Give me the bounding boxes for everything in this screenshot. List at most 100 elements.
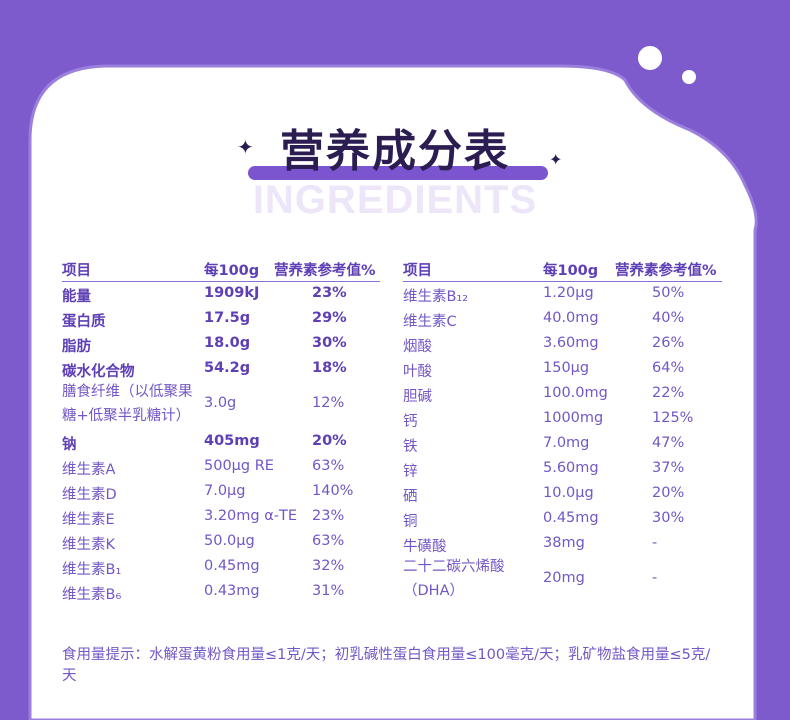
nutrition-table-right: 项目 每100g 营养素参考值% 维生素B₁₂ 1.20μg 50% 维生素C 40.0mg 4… <box>403 256 722 605</box>
nutrient-value: 18.0g <box>204 335 251 351</box>
nutrient-name: 铜 <box>403 514 418 530</box>
header-item: 项目 <box>403 263 432 279</box>
nutrient-name: 二十二碳六烯酸（DHA） <box>403 559 505 599</box>
nutrient-name: 维生素A <box>62 462 116 478</box>
table-row: 牛磺酸 38mg - <box>403 532 722 557</box>
nutrient-nrv: 140% <box>312 483 354 499</box>
table-row: 维生素B₁ 0.45mg 32% <box>62 555 380 580</box>
nutrient-value: 17.5g <box>204 310 251 326</box>
table-row: 锌 5.60mg 37% <box>403 457 722 482</box>
table-row: 维生素E 3.20mg α-TE 23% <box>62 505 380 530</box>
table-row: 铁 7.0mg 47% <box>403 432 722 457</box>
nutrient-name: 维生素B₆ <box>62 587 122 603</box>
nutrient-nrv: 63% <box>312 533 345 549</box>
bubble-decoration <box>638 46 662 70</box>
nutrient-nrv: 23% <box>312 508 345 524</box>
nutrient-name: 维生素E <box>62 512 115 528</box>
table-row: 钙 1000mg 125% <box>403 407 722 432</box>
table-row: 维生素B₆ 0.43mg 31% <box>62 580 380 605</box>
nutrient-value: 0.43mg <box>204 583 260 599</box>
table-row: 碳水化合物 54.2g 18% <box>62 357 380 382</box>
nutrient-name: 脂肪 <box>62 339 91 355</box>
nutrient-name: 烟酸 <box>403 339 432 355</box>
table-header: 项目 每100g 营养素参考值% <box>403 256 722 282</box>
table-row: 蛋白质 17.5g 29% <box>62 307 380 332</box>
nutrient-name: 膳食纤维（以低聚果糖+低聚半乳糖计） <box>62 384 193 424</box>
nutrient-nrv: 32% <box>312 558 345 574</box>
nutrient-value: 100.0mg <box>543 385 608 401</box>
nutrient-name: 钙 <box>403 414 418 430</box>
nutrient-nrv: 30% <box>312 335 347 351</box>
nutrient-nrv: 125% <box>652 410 694 426</box>
nutrient-nrv: 40% <box>652 310 685 326</box>
nutrient-nrv: 22% <box>652 385 685 401</box>
nutrient-nrv: 18% <box>312 360 347 376</box>
table-row: 胆碱 100.0mg 22% <box>403 382 722 407</box>
nutrient-value: 3.60mg <box>543 335 599 351</box>
header-nrv: 营养素参考值% <box>615 263 717 279</box>
nutrient-nrv: - <box>652 535 658 551</box>
table-row: 二十二碳六烯酸（DHA） 20mg - <box>403 557 722 605</box>
nutrition-table-left: 项目 每100g 营养素参考值% 能量 1909kJ 23% 蛋白质 17.5g 29% 脂肪 18… <box>62 256 380 605</box>
nutrient-name: 维生素B₁ <box>62 562 122 578</box>
nutrient-name: 蛋白质 <box>62 314 106 330</box>
nutrient-name: 能量 <box>62 289 91 305</box>
header-per100g: 每100g <box>543 263 599 279</box>
nutrient-value: 1.20μg <box>543 285 594 301</box>
bubble-decoration <box>682 70 696 84</box>
page-title: 营养成分表 <box>280 126 510 177</box>
nutrient-nrv: 29% <box>312 310 347 326</box>
nutrient-nrv: 30% <box>652 510 685 526</box>
watermark: INGREDIENTS <box>252 178 538 222</box>
nutrient-nrv: 47% <box>652 435 685 451</box>
nutrient-nrv: 12% <box>312 395 345 411</box>
nutrient-value: 405mg <box>204 433 260 449</box>
header-item: 项目 <box>62 263 91 279</box>
nutrient-value: 0.45mg <box>204 558 260 574</box>
nutrient-value: 54.2g <box>204 360 251 376</box>
table-row: 维生素A 500μg RE 63% <box>62 455 380 480</box>
nutrient-name: 维生素C <box>403 314 457 330</box>
nutrient-name: 铁 <box>403 439 418 455</box>
nutrient-value: 7.0μg <box>204 483 246 499</box>
nutrient-name: 碳水化合物 <box>62 364 135 380</box>
table-row: 维生素K 50.0μg 63% <box>62 530 380 555</box>
nutrient-nrv: 37% <box>652 460 685 476</box>
nutrient-nrv: 26% <box>652 335 685 351</box>
nutrient-value: 20mg <box>543 570 585 586</box>
title-underline <box>248 166 548 180</box>
table-row: 叶酸 150μg 64% <box>403 357 722 382</box>
footer-note: 食用量提示：水解蛋黄粉食用量≤1克/天；初乳碱性蛋白食用量≤100毫克/天；乳矿… <box>62 647 711 684</box>
header-nrv: 营养素参考值% <box>274 263 376 279</box>
nutrient-value: 1000mg <box>543 410 604 426</box>
table-row: 钠 405mg 20% <box>62 430 380 455</box>
table-row: 维生素B₁₂ 1.20μg 50% <box>403 282 722 307</box>
nutrient-name: 钠 <box>62 437 77 453</box>
nutrient-name: 维生素D <box>62 487 117 503</box>
nutrient-nrv: 63% <box>312 458 345 474</box>
nutrient-value: 0.45mg <box>543 510 599 526</box>
nutrient-name: 牛磺酸 <box>403 539 447 555</box>
nutrient-nrv: 20% <box>312 433 347 449</box>
sparkle-icon: ✦ <box>549 150 563 169</box>
nutrient-value: 40.0mg <box>543 310 599 326</box>
nutrient-nrv: 50% <box>652 285 685 301</box>
nutrient-name: 维生素K <box>62 537 116 553</box>
nutrient-value: 150μg <box>543 360 590 376</box>
table-row: 维生素D 7.0μg 140% <box>62 480 380 505</box>
nutrient-value: 10.0μg <box>543 485 594 501</box>
nutrient-value: 3.20mg α-TE <box>204 508 298 524</box>
table-row: 膳食纤维（以低聚果糖+低聚半乳糖计） 3.0g 12% <box>62 382 380 430</box>
nutrient-value: 5.60mg <box>543 460 599 476</box>
table-row: 铜 0.45mg 30% <box>403 507 722 532</box>
nutrient-name: 叶酸 <box>403 364 432 380</box>
nutrient-name: 硒 <box>403 489 418 505</box>
nutrient-nrv: 31% <box>312 583 345 599</box>
table-row: 脂肪 18.0g 30% <box>62 332 380 357</box>
nutrient-nrv: 64% <box>652 360 685 376</box>
nutrient-value: 7.0mg <box>543 435 590 451</box>
nutrient-nrv: 23% <box>312 285 347 301</box>
nutrient-value: 1909kJ <box>204 285 260 301</box>
nutrient-nrv: - <box>652 570 658 586</box>
